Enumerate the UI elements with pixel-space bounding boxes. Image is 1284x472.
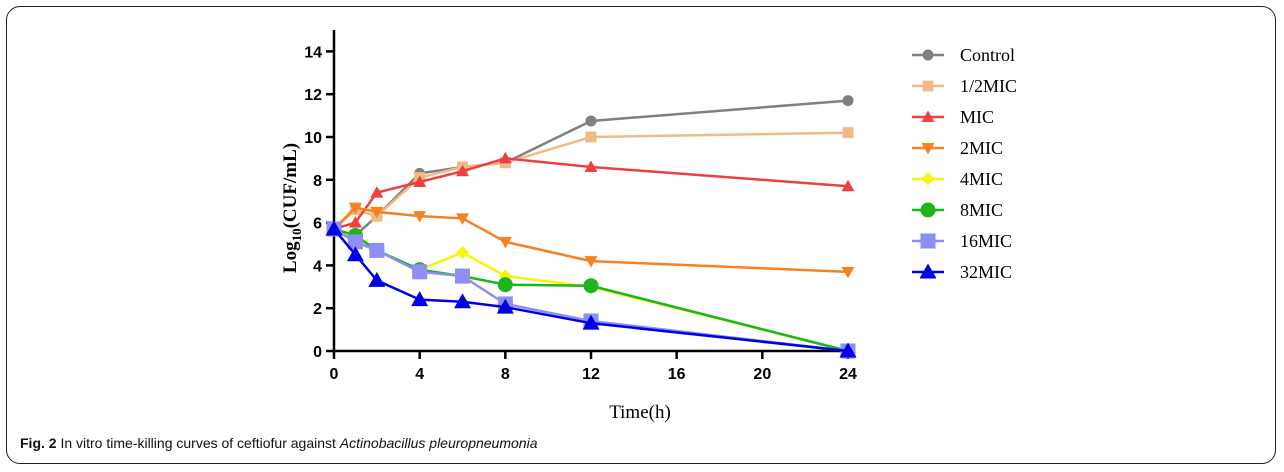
data-point-16mic (369, 242, 385, 258)
data-point-16mic (412, 264, 428, 280)
legend-item-8mic: 8MIC (912, 200, 1003, 220)
data-point-2mic (584, 256, 598, 268)
y-tick-label: 2 (313, 301, 322, 318)
y-tick-label: 12 (304, 87, 322, 104)
legend-item-1-2mic: 1/2MIC (912, 76, 1017, 96)
caption-text: In vitro time-killing curves of ceftiofu… (56, 435, 340, 451)
data-point-32mic (454, 293, 471, 309)
data-point-2mic (841, 266, 855, 279)
data-point-4mic (456, 246, 469, 260)
legend-marker (922, 49, 934, 61)
y-tick-label: 14 (304, 44, 322, 61)
y-tick-label: 4 (313, 258, 322, 275)
data-point-2mic (370, 206, 384, 219)
x-tick-label: 4 (415, 366, 424, 383)
y-axis-title-subscript: 10 (289, 228, 304, 241)
legend-marker (921, 143, 935, 155)
data-point-2mic (348, 202, 362, 215)
y-tick-label: 10 (304, 130, 322, 147)
legend-marker (920, 233, 936, 249)
series-8mic (326, 221, 856, 359)
legend-label: 2MIC (960, 138, 1003, 158)
data-point-32mic (325, 220, 343, 236)
series-16mic (326, 221, 856, 359)
legend-marker (922, 80, 934, 92)
legend-label: 1/2MIC (960, 76, 1017, 96)
x-axis-title: Time(h) (609, 402, 671, 423)
legend-marker (921, 172, 935, 186)
y-axis-title-unit: (CUF/mL) (280, 143, 301, 228)
legend-item-2mic: 2MIC (912, 138, 1003, 158)
x-tick-label: 8 (501, 366, 510, 383)
legend-item-mic: MIC (912, 107, 994, 127)
data-point-2mic (498, 236, 512, 249)
legend-label: 8MIC (960, 200, 1003, 220)
data-point-control (842, 95, 854, 107)
y-tick-label: 6 (313, 216, 322, 233)
data-point-control (585, 115, 597, 127)
y-axis-title: Log10(CUF/mL) (280, 143, 304, 273)
x-tick-label: 16 (668, 366, 686, 383)
legend-marker (919, 263, 937, 279)
legend-item-control: Control (912, 45, 1015, 65)
data-point-32mic (839, 342, 857, 358)
figure-caption: Fig. 2 In vitro time-killing curves of c… (20, 435, 537, 451)
data-point-32mic (411, 291, 429, 307)
series-layer (325, 95, 857, 359)
data-point-mic (370, 186, 384, 198)
caption-species: Actinobacillus pleuropneumonia (339, 435, 538, 451)
data-point-8mic (583, 278, 599, 294)
legend: Control 1/2MIC MIC 2MIC 4MIC 8MIC 16MIC 32MIC (912, 45, 1017, 282)
x-tick-label: 24 (839, 366, 857, 383)
data-point-1-2mic (842, 127, 854, 139)
y-tick-label: 0 (313, 344, 322, 361)
data-point-mic (498, 151, 512, 164)
data-point-2mic (456, 213, 469, 225)
series-32mic (325, 220, 857, 358)
data-point-16mic (347, 234, 363, 250)
data-point-mic (584, 160, 598, 172)
data-point-32mic (346, 246, 364, 262)
legend-marker (921, 110, 935, 122)
y-axis-title-log: Log (280, 241, 301, 273)
legend-marker (920, 202, 936, 218)
data-point-mic (841, 179, 855, 192)
data-point-mic (456, 164, 469, 177)
series-line-mic (333, 157, 849, 231)
data-point-32mic (368, 271, 386, 287)
caption-label: Fig. 2 (20, 435, 57, 451)
figure-frame (6, 6, 1276, 464)
legend-label: 4MIC (960, 169, 1003, 189)
series-mic (327, 151, 855, 235)
data-point-32mic (582, 314, 600, 330)
series-2mic (327, 202, 855, 279)
data-point-1-2mic (585, 131, 597, 143)
x-tick-label: 20 (753, 366, 771, 383)
data-point-2mic (413, 211, 427, 223)
legend-item-16mic: 16MIC (912, 231, 1012, 251)
legend-label: 32MIC (960, 262, 1012, 282)
x-tick-label: 0 (330, 366, 339, 383)
legend-label: 16MIC (960, 231, 1012, 251)
series-line-2mic (333, 206, 849, 274)
legend-item-4mic: 4MIC (912, 169, 1003, 189)
legend-item-32mic: 32MIC (912, 262, 1012, 282)
legend-label: MIC (960, 107, 994, 127)
y-tick-label: 8 (313, 173, 322, 190)
x-tick-label: 12 (582, 366, 600, 383)
data-point-8mic (497, 277, 513, 293)
data-point-mic (348, 216, 362, 228)
data-point-16mic (455, 268, 470, 284)
legend-label: Control (960, 45, 1015, 65)
data-point-mic (413, 175, 427, 187)
data-point-32mic (496, 298, 514, 314)
